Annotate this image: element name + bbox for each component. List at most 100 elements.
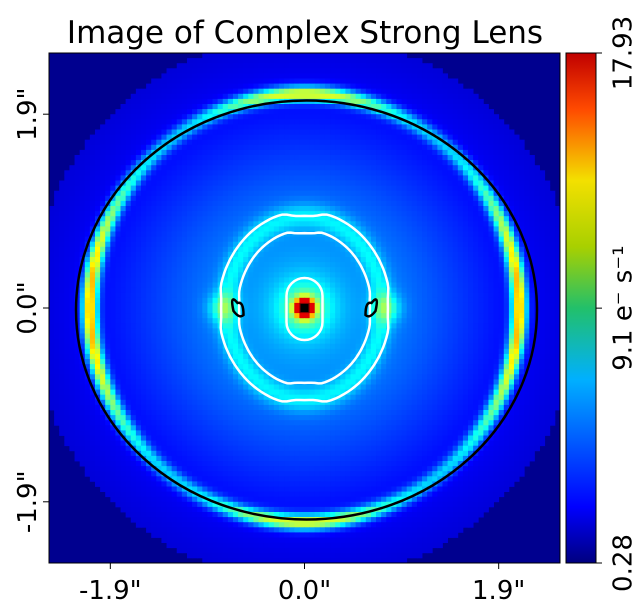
heatmap-cell <box>268 251 275 258</box>
heatmap-cell <box>197 318 203 324</box>
heatmap-cell <box>289 119 295 125</box>
heatmap-cell <box>345 333 351 339</box>
heatmap-cell <box>273 241 280 248</box>
heatmap-cell <box>396 185 402 192</box>
heatmap-cell <box>181 282 188 288</box>
heatmap-cell <box>345 185 351 192</box>
heatmap-cell <box>304 119 311 125</box>
heatmap-cell <box>437 98 443 105</box>
heatmap-cell <box>186 211 193 217</box>
heatmap-cell <box>278 139 285 146</box>
heatmap-cell <box>253 58 259 64</box>
heatmap-cell <box>514 149 520 156</box>
heatmap-cell <box>340 313 346 319</box>
heatmap-cell <box>473 236 479 243</box>
heatmap-cell <box>503 155 510 161</box>
heatmap-cell <box>146 144 152 151</box>
heatmap-cell <box>544 287 551 294</box>
heatmap-cell <box>156 124 162 130</box>
heatmap-cell <box>299 139 305 146</box>
heatmap-cell <box>207 287 213 294</box>
heatmap-cell <box>386 190 392 197</box>
heatmap-cell <box>273 124 280 130</box>
heatmap-cell <box>222 134 229 141</box>
heatmap-cell <box>278 313 285 319</box>
heatmap-cell <box>324 241 331 248</box>
heatmap-cell <box>192 226 198 232</box>
heatmap-cell <box>181 165 188 171</box>
heatmap-cell <box>432 211 438 217</box>
heatmap-cell <box>253 328 259 334</box>
heatmap-cell <box>309 190 316 197</box>
heatmap-cell <box>125 139 132 146</box>
heatmap-cell <box>105 185 111 192</box>
heatmap-cell <box>151 272 157 278</box>
heatmap-cell <box>493 308 500 314</box>
heatmap-cell <box>370 109 377 115</box>
heatmap-cell <box>273 302 280 309</box>
heatmap-cell <box>294 195 300 202</box>
heatmap-cell <box>447 236 454 243</box>
heatmap-cell <box>232 134 239 141</box>
heatmap-cell <box>278 109 285 115</box>
heatmap-cell <box>248 195 254 202</box>
heatmap-cell <box>416 292 423 299</box>
heatmap-cell <box>447 114 454 120</box>
heatmap-cell <box>335 134 341 141</box>
heatmap-cell <box>212 297 219 304</box>
heatmap-cell <box>360 114 367 120</box>
heatmap-cell <box>391 58 397 64</box>
heatmap-cell <box>442 221 448 227</box>
heatmap-cell <box>524 165 530 171</box>
heatmap-cell <box>554 297 560 304</box>
heatmap-cell <box>473 231 479 237</box>
heatmap-cell <box>370 139 377 146</box>
heatmap-cell <box>253 109 259 115</box>
heatmap-cell <box>493 241 500 248</box>
heatmap-cell <box>294 308 300 314</box>
heatmap-cell <box>365 231 372 237</box>
heatmap-cell <box>105 134 111 141</box>
heatmap-cell <box>478 277 484 283</box>
heatmap-cell <box>473 328 479 334</box>
heatmap-cell <box>376 180 382 186</box>
heatmap-cell <box>248 333 254 339</box>
heatmap-cell <box>391 226 397 232</box>
heatmap-cell <box>314 287 321 294</box>
heatmap-cell <box>427 231 433 237</box>
heatmap-cell <box>69 328 75 334</box>
heatmap-cell <box>284 241 290 248</box>
heatmap-cell <box>268 333 275 339</box>
heatmap-cell <box>416 93 423 100</box>
heatmap-cell <box>524 170 530 176</box>
heatmap-cell <box>181 236 188 243</box>
heatmap-cell <box>110 155 116 161</box>
heatmap-cell <box>140 226 147 232</box>
heatmap-cell <box>365 292 372 299</box>
heatmap-cell <box>452 185 459 192</box>
heatmap-cell <box>401 195 408 202</box>
heatmap-cell <box>253 262 259 268</box>
heatmap-cell <box>176 78 183 84</box>
heatmap-cell <box>243 175 249 181</box>
heatmap-cell <box>79 175 86 181</box>
heatmap-cell <box>227 185 234 192</box>
heatmap-cell <box>422 292 428 299</box>
heatmap-cell <box>192 282 198 288</box>
heatmap-cell <box>335 338 341 345</box>
heatmap-cell <box>84 323 91 329</box>
heatmap-cell <box>212 206 219 212</box>
heatmap-cell <box>309 262 316 268</box>
heatmap-cell <box>427 246 433 253</box>
heatmap-cell <box>452 308 459 314</box>
heatmap-cell <box>401 58 408 64</box>
heatmap-cell <box>166 129 173 135</box>
heatmap-cell <box>258 272 265 278</box>
heatmap-cell <box>401 68 408 74</box>
heatmap-cell <box>289 109 295 115</box>
heatmap-cell <box>324 333 331 339</box>
heatmap-cell <box>534 180 540 186</box>
heatmap-cell <box>232 267 239 273</box>
heatmap-cell <box>130 160 137 166</box>
heatmap-cell <box>437 134 443 141</box>
